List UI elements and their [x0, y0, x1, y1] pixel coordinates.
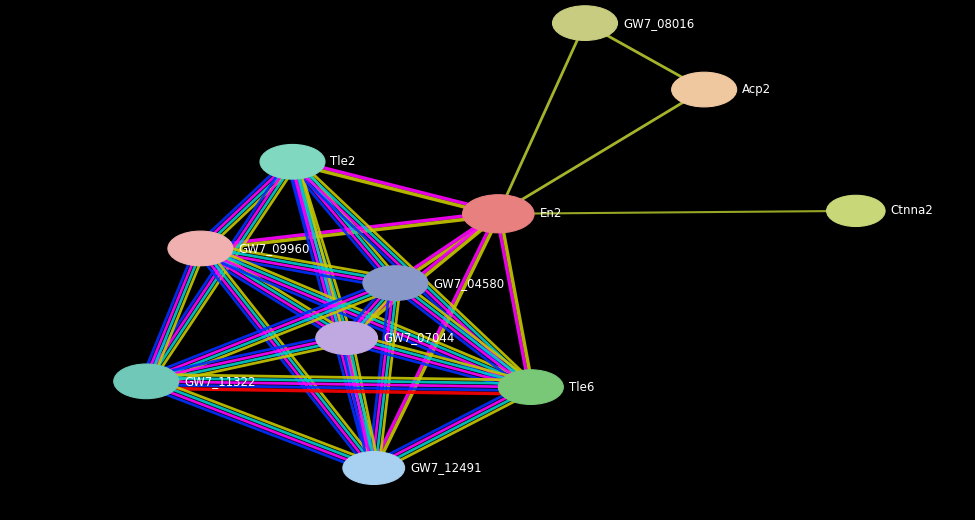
Text: Tle2: Tle2	[331, 155, 356, 168]
Text: Tle6: Tle6	[568, 381, 594, 394]
Circle shape	[316, 321, 377, 355]
Text: En2: En2	[539, 207, 562, 220]
Text: GW7_08016: GW7_08016	[623, 17, 694, 30]
Text: Acp2: Acp2	[742, 83, 771, 96]
Circle shape	[363, 266, 428, 301]
Circle shape	[343, 451, 405, 485]
Circle shape	[498, 370, 564, 405]
Text: GW7_07044: GW7_07044	[383, 332, 454, 344]
Circle shape	[260, 145, 325, 179]
Text: GW7_09960: GW7_09960	[238, 242, 310, 255]
Text: GW7_11322: GW7_11322	[184, 375, 255, 388]
Circle shape	[672, 72, 737, 107]
Circle shape	[114, 364, 178, 399]
Circle shape	[168, 231, 233, 266]
Text: GW7_04580: GW7_04580	[433, 277, 504, 290]
Circle shape	[827, 196, 885, 227]
Text: Ctnna2: Ctnna2	[890, 204, 933, 217]
Circle shape	[462, 194, 534, 233]
Circle shape	[553, 6, 617, 41]
Text: GW7_12491: GW7_12491	[410, 462, 482, 474]
